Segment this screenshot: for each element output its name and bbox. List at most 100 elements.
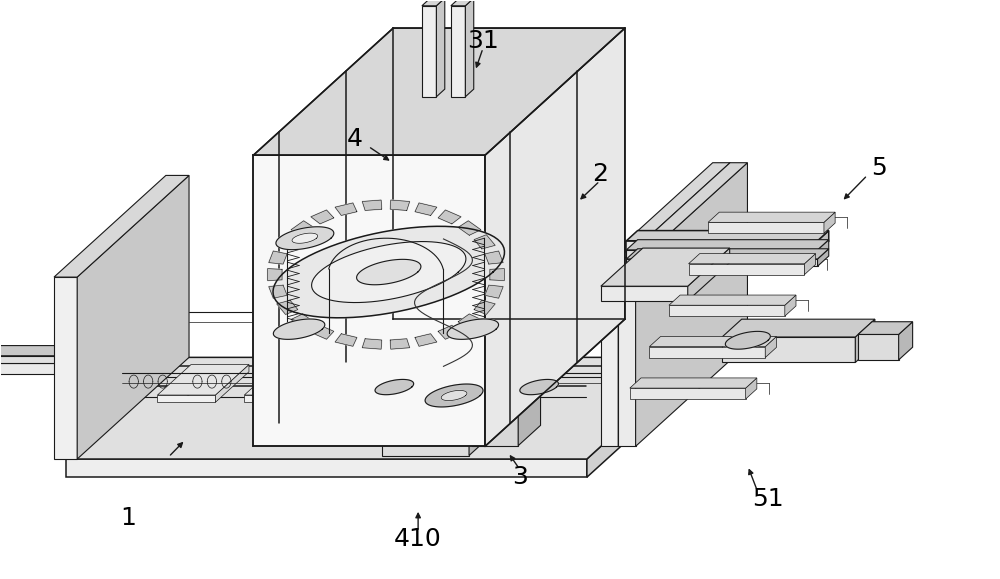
Polygon shape bbox=[390, 200, 410, 210]
Polygon shape bbox=[818, 230, 829, 252]
Polygon shape bbox=[438, 325, 461, 339]
Polygon shape bbox=[244, 365, 336, 395]
Polygon shape bbox=[117, 353, 128, 374]
Polygon shape bbox=[824, 212, 835, 233]
Polygon shape bbox=[601, 265, 618, 446]
Polygon shape bbox=[244, 395, 302, 402]
Text: 3: 3 bbox=[512, 465, 528, 489]
Polygon shape bbox=[253, 155, 485, 446]
Polygon shape bbox=[765, 336, 776, 358]
Text: 1: 1 bbox=[121, 505, 136, 530]
Text: 5: 5 bbox=[872, 156, 887, 180]
Polygon shape bbox=[438, 210, 461, 224]
Polygon shape bbox=[746, 378, 757, 399]
Polygon shape bbox=[472, 409, 518, 446]
Polygon shape bbox=[630, 388, 746, 399]
Polygon shape bbox=[618, 163, 747, 265]
Polygon shape bbox=[292, 233, 318, 243]
Polygon shape bbox=[689, 264, 804, 274]
Polygon shape bbox=[0, 353, 128, 363]
Polygon shape bbox=[268, 269, 282, 281]
Polygon shape bbox=[331, 395, 389, 402]
Polygon shape bbox=[899, 322, 913, 360]
Polygon shape bbox=[422, 0, 445, 6]
Polygon shape bbox=[465, 0, 474, 97]
Polygon shape bbox=[474, 234, 495, 249]
Polygon shape bbox=[273, 319, 325, 339]
Polygon shape bbox=[626, 241, 818, 252]
Polygon shape bbox=[485, 251, 503, 264]
Text: 2: 2 bbox=[592, 162, 608, 186]
Polygon shape bbox=[335, 334, 357, 346]
Polygon shape bbox=[858, 322, 913, 335]
Polygon shape bbox=[117, 346, 128, 363]
Polygon shape bbox=[669, 295, 796, 305]
Polygon shape bbox=[157, 365, 249, 395]
Polygon shape bbox=[66, 357, 699, 459]
Polygon shape bbox=[649, 347, 765, 358]
Polygon shape bbox=[375, 379, 414, 395]
Polygon shape bbox=[428, 351, 445, 403]
Polygon shape bbox=[451, 6, 465, 97]
Polygon shape bbox=[618, 265, 636, 446]
Polygon shape bbox=[587, 357, 699, 477]
Polygon shape bbox=[520, 379, 558, 395]
Polygon shape bbox=[418, 395, 476, 402]
Polygon shape bbox=[273, 226, 504, 318]
Polygon shape bbox=[626, 230, 829, 241]
Polygon shape bbox=[291, 221, 314, 235]
Polygon shape bbox=[0, 356, 117, 363]
Polygon shape bbox=[0, 363, 117, 374]
Polygon shape bbox=[276, 227, 334, 250]
Polygon shape bbox=[302, 365, 336, 402]
Polygon shape bbox=[312, 241, 466, 303]
Polygon shape bbox=[54, 277, 77, 459]
Polygon shape bbox=[441, 390, 467, 401]
Polygon shape bbox=[405, 351, 445, 367]
Polygon shape bbox=[669, 305, 785, 316]
Polygon shape bbox=[818, 249, 829, 266]
Polygon shape bbox=[54, 175, 189, 277]
Polygon shape bbox=[649, 336, 776, 347]
Polygon shape bbox=[626, 250, 818, 259]
Polygon shape bbox=[0, 346, 128, 356]
Polygon shape bbox=[518, 389, 541, 446]
Text: 4: 4 bbox=[347, 127, 363, 151]
Polygon shape bbox=[157, 395, 215, 402]
Polygon shape bbox=[626, 259, 818, 266]
Polygon shape bbox=[331, 365, 423, 395]
Polygon shape bbox=[447, 319, 499, 339]
Polygon shape bbox=[389, 365, 423, 402]
Polygon shape bbox=[458, 221, 481, 235]
Polygon shape bbox=[311, 325, 334, 339]
Polygon shape bbox=[253, 28, 625, 155]
Polygon shape bbox=[362, 200, 382, 210]
Polygon shape bbox=[630, 378, 757, 388]
Polygon shape bbox=[785, 295, 796, 316]
Polygon shape bbox=[618, 163, 730, 446]
Polygon shape bbox=[357, 259, 421, 285]
Polygon shape bbox=[382, 383, 497, 408]
Polygon shape bbox=[485, 28, 625, 446]
Polygon shape bbox=[436, 0, 445, 97]
Polygon shape bbox=[418, 365, 510, 395]
Polygon shape bbox=[855, 319, 875, 362]
Polygon shape bbox=[405, 367, 428, 403]
Polygon shape bbox=[485, 285, 503, 298]
Polygon shape bbox=[458, 314, 481, 328]
Polygon shape bbox=[422, 6, 436, 97]
Polygon shape bbox=[601, 248, 730, 286]
Polygon shape bbox=[688, 248, 730, 301]
Polygon shape bbox=[269, 251, 287, 264]
Polygon shape bbox=[291, 314, 314, 328]
Polygon shape bbox=[476, 365, 510, 402]
Polygon shape bbox=[311, 210, 334, 224]
Polygon shape bbox=[689, 254, 816, 264]
Polygon shape bbox=[708, 222, 824, 233]
Polygon shape bbox=[626, 249, 829, 259]
Polygon shape bbox=[469, 383, 497, 456]
Polygon shape bbox=[277, 234, 298, 249]
Polygon shape bbox=[415, 203, 437, 215]
Polygon shape bbox=[858, 335, 899, 360]
Polygon shape bbox=[362, 339, 382, 349]
